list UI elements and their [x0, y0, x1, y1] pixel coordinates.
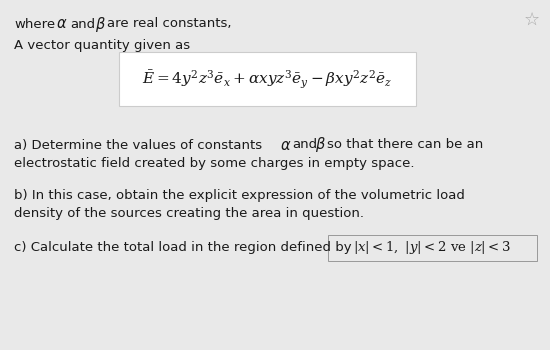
Text: electrostatic field created by some charges in empty space.: electrostatic field created by some char…: [14, 156, 415, 169]
Text: $|x|<1,\ |y|<2\ \mathrm{ve}\ |z|<3$: $|x|<1,\ |y|<2\ \mathrm{ve}\ |z|<3$: [354, 238, 512, 256]
Text: b) In this case, obtain the explicit expression of the volumetric load: b) In this case, obtain the explicit exp…: [14, 189, 465, 202]
Text: $\beta$: $\beta$: [95, 14, 106, 34]
Text: $\beta$: $\beta$: [315, 135, 326, 154]
Text: $\alpha$: $\alpha$: [280, 138, 292, 153]
Text: and: and: [70, 18, 95, 30]
Text: $\bar{E} = 4y^2z^3\bar{e}_x + \alpha xyz^3\bar{e}_y - \beta xy^2z^2\bar{e}_z$: $\bar{E} = 4y^2z^3\bar{e}_x + \alpha xyz…: [142, 68, 393, 90]
Text: $\alpha$: $\alpha$: [56, 16, 68, 32]
Text: A vector quantity given as: A vector quantity given as: [14, 38, 190, 51]
Text: are real constants,: are real constants,: [107, 18, 232, 30]
FancyBboxPatch shape: [119, 52, 416, 106]
Text: c) Calculate the total load in the region defined by: c) Calculate the total load in the regio…: [14, 240, 351, 253]
Text: a) Determine the values of constants: a) Determine the values of constants: [14, 139, 262, 152]
FancyBboxPatch shape: [328, 235, 537, 261]
Text: ☆: ☆: [524, 11, 540, 29]
Text: so that there can be an: so that there can be an: [327, 139, 483, 152]
Text: and: and: [292, 139, 317, 152]
Text: where: where: [14, 18, 55, 30]
Text: density of the sources creating the area in question.: density of the sources creating the area…: [14, 206, 364, 219]
